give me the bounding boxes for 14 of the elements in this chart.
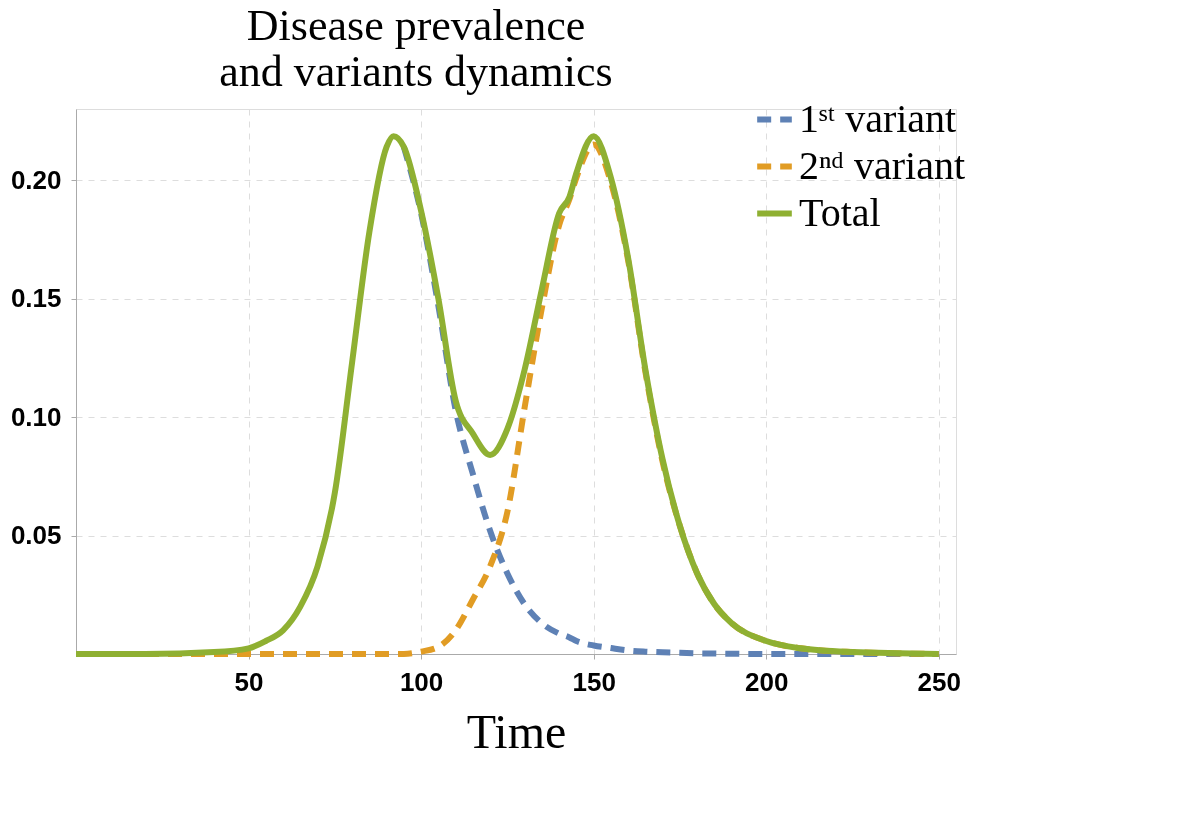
y-tick-label: 0.10 xyxy=(10,401,62,432)
y-tick-label: 0.15 xyxy=(10,283,62,314)
x-tick-label: 200 xyxy=(745,666,789,697)
x-tick-label: 250 xyxy=(917,666,961,697)
y-tick-label: 0.05 xyxy=(10,520,62,551)
x-tick-label: 50 xyxy=(234,666,264,697)
x-tick-label: 150 xyxy=(572,666,616,697)
y-tick-label: 0.20 xyxy=(10,164,62,195)
legend-label: Total xyxy=(799,189,881,235)
legend-label: 2ⁿᵈ variant xyxy=(799,142,966,188)
legend-label: 1ˢᵗ variant xyxy=(799,95,957,141)
x-axis-title: Time xyxy=(466,704,567,758)
x-tick-label: 100 xyxy=(399,666,444,697)
text: Disease prevalence xyxy=(246,1,586,50)
